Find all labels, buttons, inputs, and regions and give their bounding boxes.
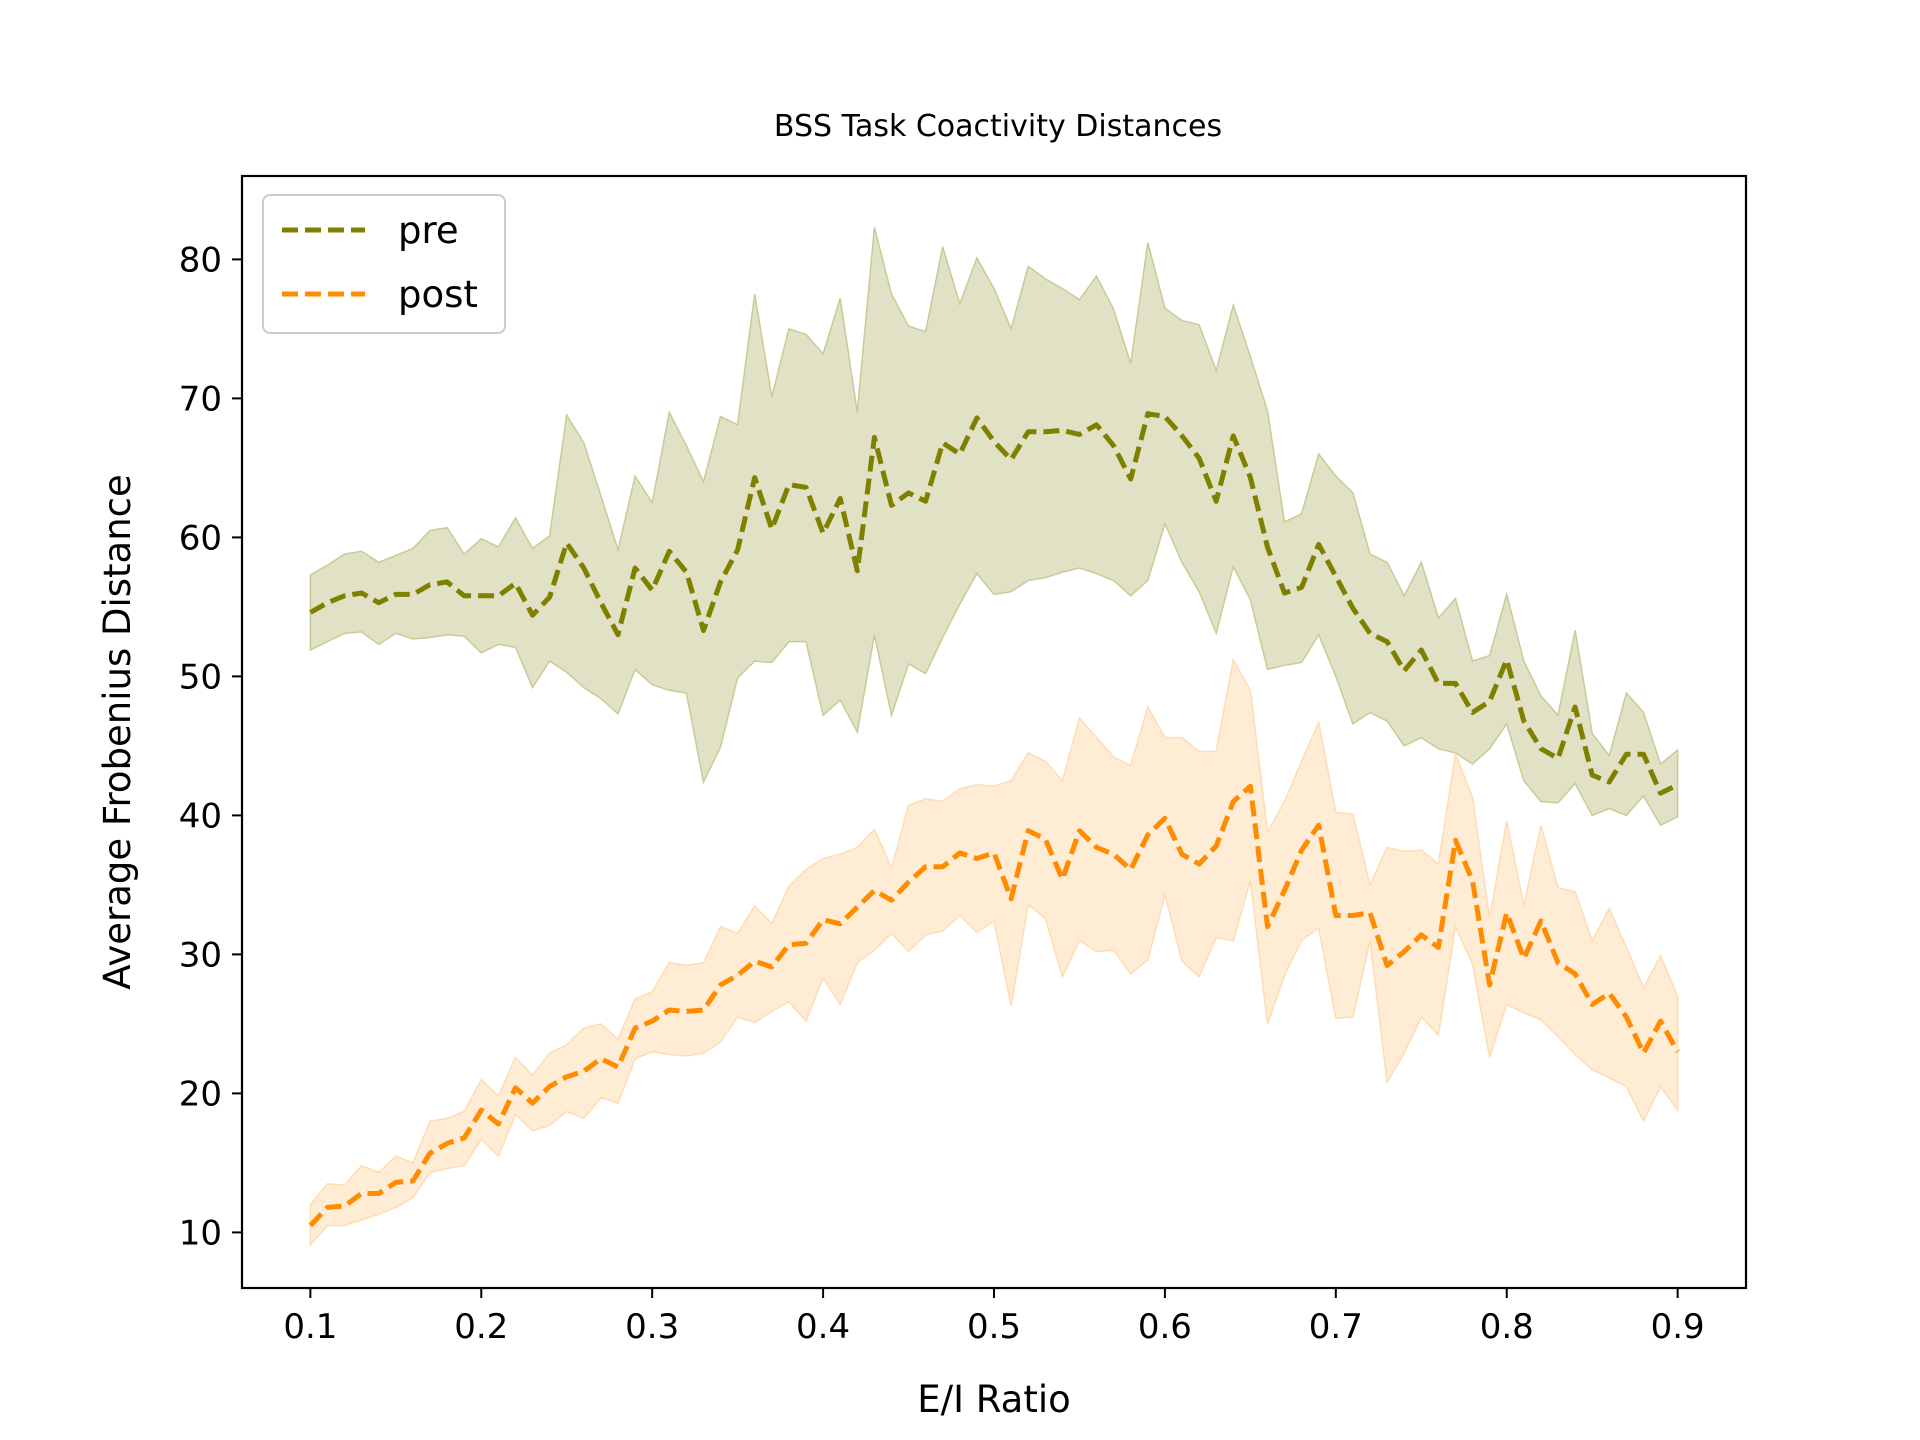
legend-frame <box>262 194 506 334</box>
legend: pre post <box>262 194 506 334</box>
y-tick-label: 80 <box>179 240 222 280</box>
x-tick-label: 0.1 <box>283 1307 337 1347</box>
band-pre <box>309 227 1679 827</box>
x-tick-label: 0.4 <box>796 1307 850 1347</box>
x-tick-label: 0.6 <box>1138 1307 1192 1347</box>
y-axis-label: Average Frobenius Distance <box>96 474 139 990</box>
legend-pre-label: pre <box>398 209 459 252</box>
x-tick-label: 0.2 <box>454 1307 508 1347</box>
x-tick-label: 0.9 <box>1651 1307 1705 1347</box>
y-tick-label: 30 <box>179 935 222 975</box>
y-tick-label: 10 <box>179 1213 222 1253</box>
series-line-post <box>308 783 1680 1228</box>
legend-post-label: post <box>398 273 478 316</box>
x-tick-label: 0.8 <box>1480 1307 1534 1347</box>
y-tick-label: 50 <box>179 657 222 697</box>
y-tick-label: 20 <box>179 1074 222 1114</box>
x-tick-label: 0.3 <box>625 1307 679 1347</box>
y-tick-label: 70 <box>179 379 222 419</box>
x-axis-label: E/I Ratio <box>917 1378 1071 1421</box>
series-line-pre <box>309 411 1679 796</box>
x-tick-label: 0.7 <box>1309 1307 1363 1347</box>
chart-title: BSS Task Coactivity Distances <box>774 109 1222 144</box>
x-tick-label: 0.5 <box>967 1307 1021 1347</box>
y-tick-label: 40 <box>179 796 222 836</box>
y-tick-label: 60 <box>179 518 222 558</box>
